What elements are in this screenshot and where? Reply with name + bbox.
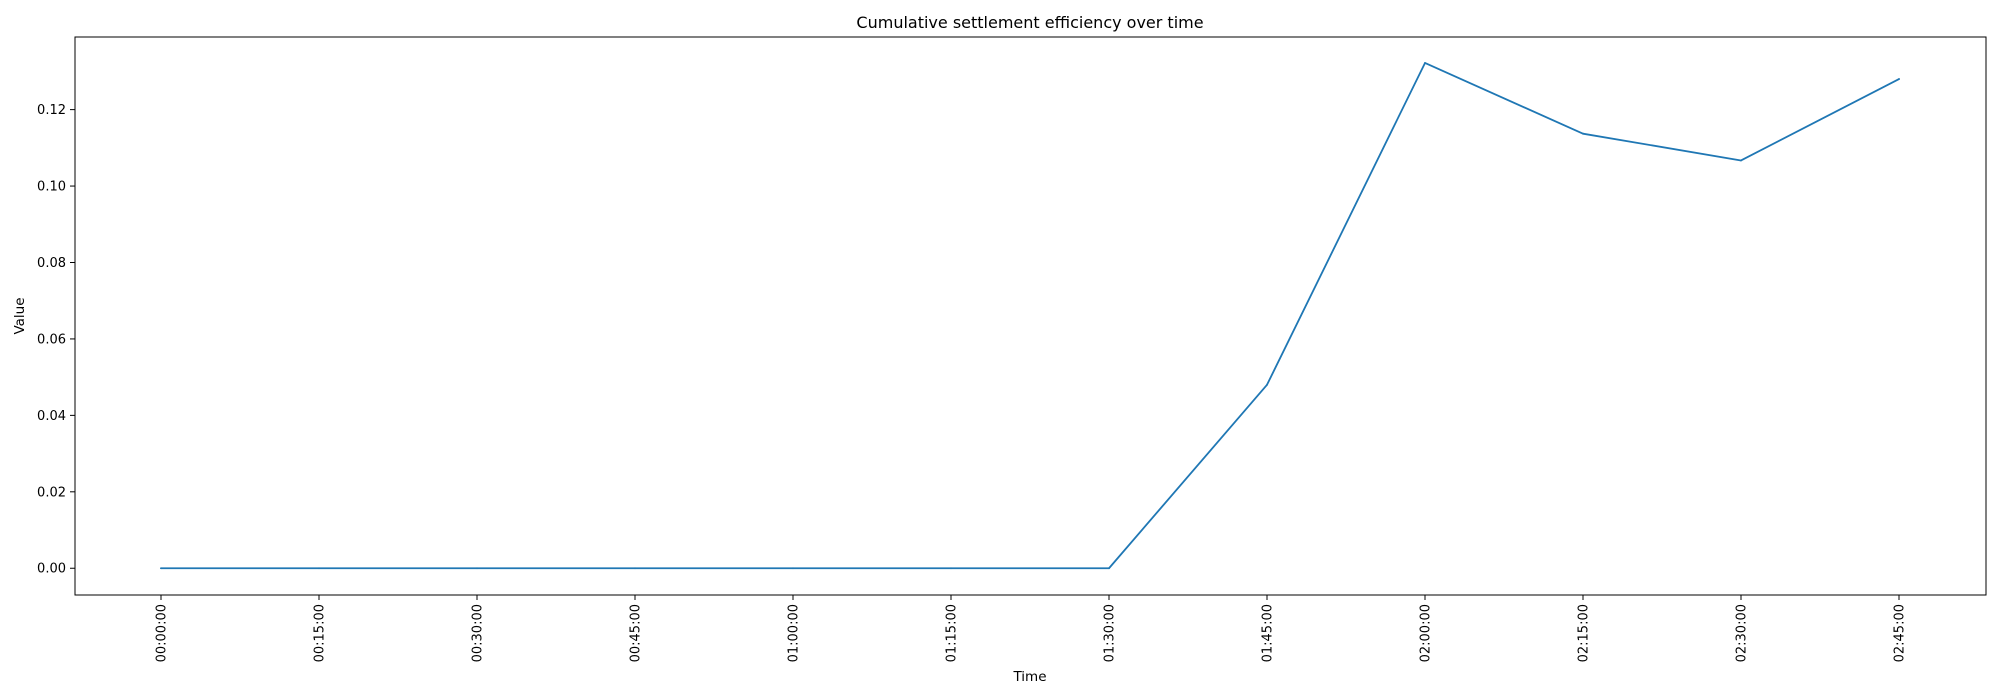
x-tick-label: 00:00:00 (155, 604, 170, 662)
data-point (318, 567, 320, 570)
data-point (476, 567, 478, 570)
x-tick-label: 02:00:00 (1419, 604, 1434, 662)
x-tick-label: 02:45:00 (1893, 604, 1908, 662)
data-point (1898, 78, 1900, 80)
series-layer (160, 62, 1900, 570)
y-axis-label: Value (12, 297, 28, 334)
y-tick-label: 0.04 (37, 409, 66, 424)
x-tick-label: 02:15:00 (1577, 604, 1592, 662)
x-tick-label: 01:30:00 (1103, 604, 1118, 662)
y-tick-label: 0.02 (37, 485, 66, 500)
x-axis: 00:00:00 00:15:00 00:30:00 00:45:00 01:00:00… (155, 595, 1908, 662)
data-point (160, 567, 162, 570)
y-tick-label: 0.08 (37, 256, 66, 271)
chart-title: Cumulative settlement efficiency over ti… (856, 13, 1203, 32)
data-point (1582, 132, 1584, 135)
series-line (160, 62, 1900, 570)
data-point (1740, 159, 1742, 162)
y-tick-label: 0.00 (37, 562, 66, 577)
x-tick-label: 02:30:00 (1735, 604, 1750, 662)
x-tick-label: 01:15:00 (945, 604, 960, 662)
plot-area (74, 36, 1987, 596)
x-tick-label: 00:15:00 (313, 604, 328, 662)
x-tick-label: 01:45:00 (1261, 604, 1276, 662)
y-tick-label: 0.12 (37, 103, 66, 118)
data-point (792, 567, 794, 570)
data-point (634, 567, 636, 570)
y-tick-label: 0.06 (37, 332, 66, 347)
x-tick-label: 00:30:00 (471, 604, 486, 662)
x-tick-label: 00:45:00 (629, 604, 644, 662)
data-point (1108, 567, 1110, 570)
data-point (1266, 383, 1268, 386)
data-point (1424, 62, 1426, 64)
y-tick-label: 0.10 (37, 180, 66, 195)
y-axis: 0.00 0.02 0.04 0.06 0.08 0.10 0.12 (37, 103, 75, 577)
data-point (950, 567, 952, 570)
x-tick-label: 01:00:00 (787, 604, 802, 662)
x-axis-label: Time (1012, 669, 1046, 685)
